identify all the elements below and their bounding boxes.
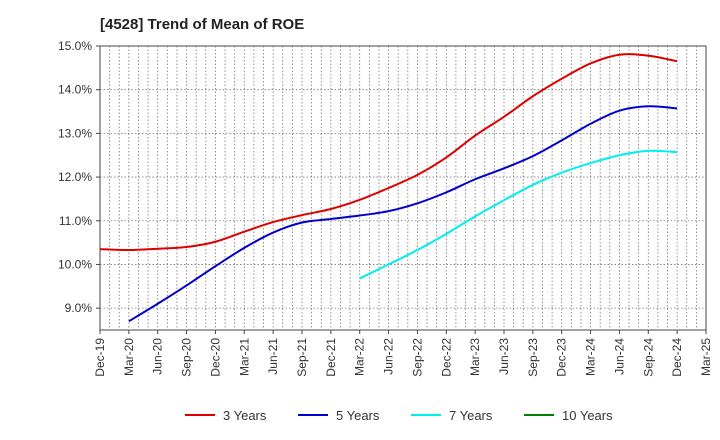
x-tick-label: Mar-22 <box>353 338 367 376</box>
legend-label-10-years: 10 Years <box>562 408 613 423</box>
x-tick-label: Mar-21 <box>237 338 251 376</box>
x-tick-label: Sep-21 <box>295 338 309 377</box>
x-tick-label: Sep-24 <box>641 338 655 377</box>
x-tick-label: Sep-23 <box>526 338 540 377</box>
y-tick-label: 13.0% <box>58 126 92 140</box>
y-tick-label: 15.0% <box>58 39 92 53</box>
legend-label-7-years: 7 Years <box>449 408 493 423</box>
chart-title: [4528] Trend of Mean of ROE <box>100 16 305 33</box>
x-tick-label: Sep-22 <box>410 338 424 377</box>
x-tick-label: Jun-24 <box>612 338 626 375</box>
plot-area <box>99 45 707 331</box>
y-tick-label: 9.0% <box>65 301 93 315</box>
y-tick-label: 14.0% <box>58 83 92 97</box>
series-line-7-years <box>359 149 678 280</box>
y-tick-label: 10.0% <box>58 257 92 271</box>
x-tick-label: Jun-23 <box>497 338 511 375</box>
x-tick-label: Dec-23 <box>555 338 569 377</box>
x-tick-label: Dec-21 <box>324 338 338 377</box>
x-tick-label: Mar-20 <box>122 338 136 376</box>
x-tick-label: Dec-20 <box>208 338 222 377</box>
x-tick-label: Mar-24 <box>584 338 598 376</box>
legend-label-3-years: 3 Years <box>223 408 267 423</box>
x-tick-label: Jun-20 <box>151 338 165 375</box>
legend-label-5-years: 5 Years <box>336 408 380 423</box>
x-tick-label: Mar-25 <box>699 338 713 376</box>
y-tick-label: 12.0% <box>58 170 92 184</box>
series-line-5-years <box>128 105 678 323</box>
x-tick-label: Jun-22 <box>382 338 396 375</box>
x-tick-label: Dec-19 <box>93 338 107 377</box>
y-tick-label: 11.0% <box>59 214 92 228</box>
series-line-3-years <box>99 53 678 252</box>
x-tick-label: Dec-22 <box>439 338 453 377</box>
x-tick-label: Mar-23 <box>468 338 482 376</box>
x-tick-label: Sep-20 <box>180 338 194 377</box>
x-tick-label: Jun-21 <box>266 338 280 375</box>
x-tick-label: Dec-24 <box>670 338 684 377</box>
